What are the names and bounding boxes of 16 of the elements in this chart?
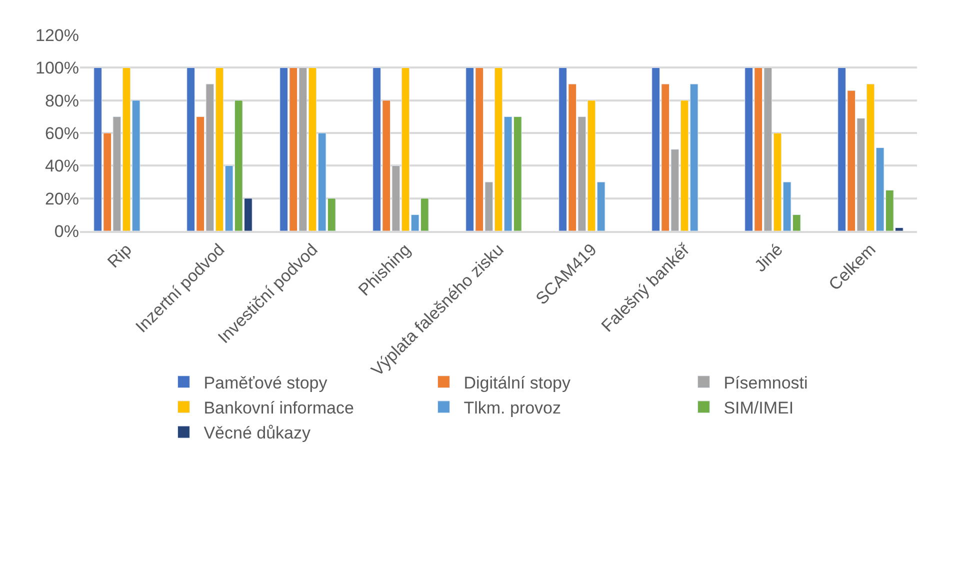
y-tick-label: 120% <box>36 26 79 45</box>
y-tick-label: 100% <box>36 58 79 78</box>
y-tick-label: 60% <box>44 124 79 143</box>
legend-label: Písemnosti <box>724 373 808 392</box>
y-tick-label: 80% <box>44 91 79 110</box>
legend-label: Tlkm. provoz <box>464 398 561 418</box>
legend-label: Věcné důkazy <box>204 424 311 443</box>
legend-label: SIM/IMEI <box>724 398 794 418</box>
legend-label: Digitální stopy <box>464 373 571 392</box>
y-tick-label: 0% <box>54 222 79 241</box>
y-tick-label: 40% <box>44 156 79 176</box>
x-tick-label: Jiné <box>750 240 786 276</box>
legend-label: Paměťové stopy <box>204 373 328 392</box>
legend-label: Bankovní informace <box>204 398 354 418</box>
y-tick-label: 20% <box>44 189 79 208</box>
x-tick-label: Rip <box>104 240 136 272</box>
